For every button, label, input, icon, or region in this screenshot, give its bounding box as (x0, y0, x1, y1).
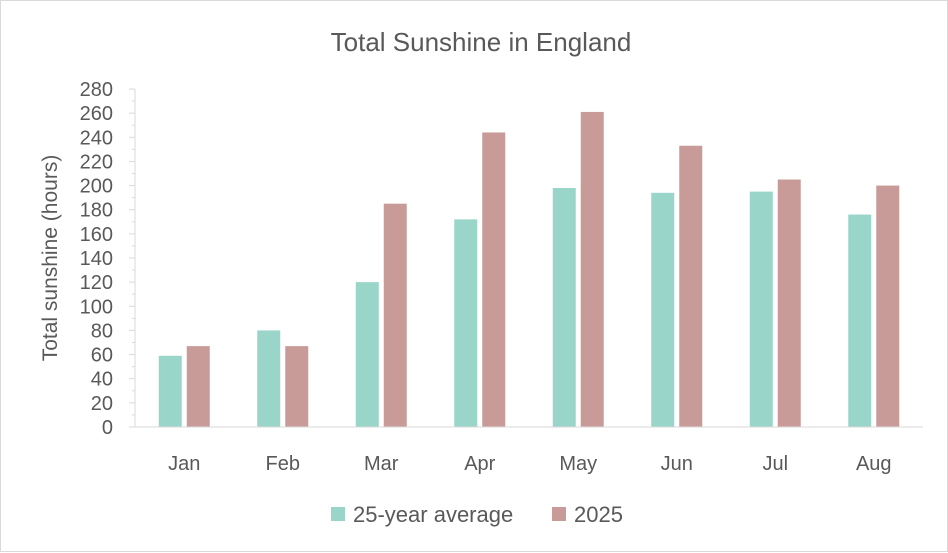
y-axis-label: Total sunshine (hours) (39, 155, 62, 362)
legend-swatch-0 (331, 507, 345, 521)
bar-apr-series-1 (482, 132, 506, 427)
y-tick-label: 140 (80, 248, 113, 270)
legend-label-1: 2025 (574, 502, 623, 527)
x-axis: Jan Feb Mar Apr May Jun Jul Aug (135, 426, 923, 475)
y-tick-label: 40 (91, 369, 113, 391)
y-tick-label: 200 (80, 176, 113, 198)
y-tick-label: 100 (80, 296, 113, 318)
bar-jun-series-1 (679, 145, 703, 427)
x-tick-label: May (559, 453, 597, 475)
bar-aug-series-1 (876, 185, 900, 427)
y-tick-label: 260 (80, 103, 113, 125)
bar-jul-series-0 (749, 191, 773, 427)
y-tick-label: 0 (102, 417, 113, 439)
legend-swatch-1 (552, 507, 566, 521)
y-tick-label: 220 (80, 151, 113, 173)
bar-aug-series-0 (848, 214, 872, 427)
y-tick-label: 120 (80, 272, 113, 294)
y-tick-label: 160 (80, 224, 113, 246)
y-tick-label: 240 (80, 127, 113, 149)
bar-may-series-1 (580, 111, 604, 427)
legend-label-0: 25-year average (353, 502, 513, 527)
y-tick-label: 60 (91, 345, 113, 367)
y-tick-label: 20 (91, 393, 113, 415)
x-tick-label: Apr (464, 453, 495, 475)
chart-title: Total Sunshine in England (331, 27, 632, 57)
bar-may-series-0 (552, 187, 576, 427)
x-tick-label: Jul (762, 453, 788, 475)
bar-jan-series-1 (186, 346, 210, 427)
y-tick-label: 80 (91, 320, 113, 342)
bar-feb-series-1 (285, 346, 309, 427)
bar-jul-series-1 (777, 179, 801, 427)
x-tick-label: Mar (364, 453, 399, 475)
bar-mar-series-1 (383, 203, 407, 427)
bar-mar-series-0 (355, 282, 379, 427)
x-tick-label: Jan (168, 453, 200, 475)
x-tick-label: Aug (856, 453, 892, 475)
y-tick-label: 280 (80, 79, 113, 101)
bar-feb-series-0 (257, 330, 281, 427)
legend: 25-year average 2025 (331, 502, 623, 527)
bars (158, 111, 900, 427)
y-tick-label: 180 (80, 200, 113, 222)
bar-jan-series-0 (158, 355, 182, 427)
bar-jun-series-0 (651, 192, 675, 427)
bar-apr-series-0 (454, 219, 478, 427)
x-tick-label: Feb (266, 453, 300, 475)
x-tick-label: Jun (661, 453, 693, 475)
